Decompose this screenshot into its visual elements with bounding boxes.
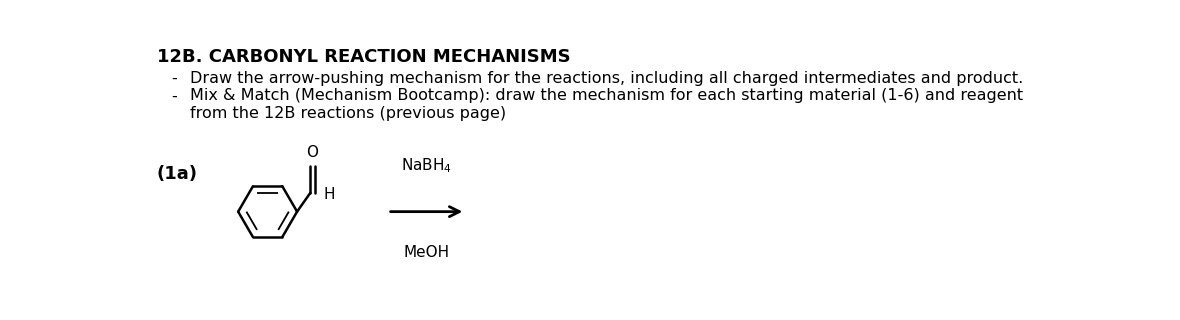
- Text: 12B. CARBONYL REACTION MECHANISMS: 12B. CARBONYL REACTION MECHANISMS: [157, 48, 570, 66]
- Text: Mix & Match (Mechanism Bootcamp): draw the mechanism for each starting material : Mix & Match (Mechanism Bootcamp): draw t…: [190, 88, 1023, 103]
- Text: -: -: [172, 71, 177, 86]
- Text: (1a): (1a): [157, 165, 198, 183]
- Text: Draw the arrow-pushing mechanism for the reactions, including all charged interm: Draw the arrow-pushing mechanism for the…: [190, 71, 1023, 86]
- Text: MeOH: MeOH: [404, 245, 450, 260]
- Text: NaBH$_4$: NaBH$_4$: [401, 157, 452, 175]
- Text: O: O: [307, 145, 319, 160]
- Text: -: -: [172, 88, 177, 103]
- Text: H: H: [323, 187, 335, 202]
- Text: from the 12B reactions (previous page): from the 12B reactions (previous page): [190, 106, 506, 121]
